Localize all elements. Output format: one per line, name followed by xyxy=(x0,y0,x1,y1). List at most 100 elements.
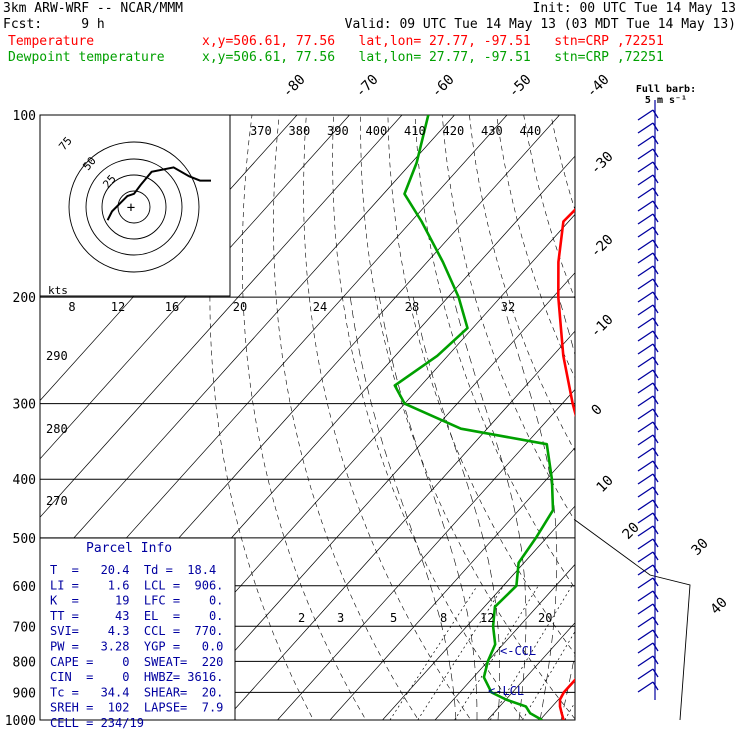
mixing-ratio-line xyxy=(417,585,504,720)
moist-adiabat xyxy=(350,297,457,720)
isotherm-label: -60 xyxy=(429,72,458,101)
hodograph-ring xyxy=(101,174,167,240)
hodograph-ring xyxy=(85,158,183,256)
pressure-label: 300 xyxy=(13,398,36,413)
mixing-ratio-label: 3 xyxy=(337,611,344,625)
mixing-ratio-label: 5 xyxy=(390,611,397,625)
isotherm-line xyxy=(40,115,455,577)
wind-barb xyxy=(637,616,654,628)
wind-barb xyxy=(637,187,654,199)
forecast-hour: Fcst: 9 h xyxy=(3,17,105,32)
wind-barb xyxy=(637,382,654,394)
wind-barb xyxy=(637,200,654,212)
dewpoint-legend-info: x,y=506.61, 77.56 lat,lon= 27.77, -97.51… xyxy=(202,50,664,65)
wind-barb xyxy=(637,590,654,602)
theta-label: 420 xyxy=(443,124,465,138)
dry-adiabat xyxy=(605,115,740,733)
barb-region-edge xyxy=(574,519,691,721)
wind-barb xyxy=(637,239,654,251)
wind-barb xyxy=(637,447,654,459)
sounding-traces xyxy=(393,115,575,720)
pressure-label: 700 xyxy=(13,620,36,635)
hodograph-ring xyxy=(117,190,151,224)
hodograph-units: kts xyxy=(48,284,68,297)
wind-barb xyxy=(637,148,654,160)
isotherm-line xyxy=(487,622,575,720)
isotherm-line xyxy=(224,330,575,720)
isotherm-label: 30 xyxy=(689,536,712,559)
wind-barb xyxy=(637,278,654,290)
valid-time: Valid: 09 UTC Tue 14 May 13 (03 MDT Tue … xyxy=(344,17,736,32)
mixing-ratio-label: 20 xyxy=(538,611,552,625)
theta-label: 410 xyxy=(404,124,426,138)
wind-barb xyxy=(637,174,654,186)
wind-barb xyxy=(637,343,654,355)
isotherm-line xyxy=(698,115,740,720)
isotherm-line xyxy=(40,115,350,460)
isotherm-line xyxy=(645,115,740,720)
moist-adiabat xyxy=(582,297,637,720)
mixing-ratio-line xyxy=(522,630,575,720)
mixing-ratio-label: 2 xyxy=(298,611,305,625)
wind-barb xyxy=(637,564,654,576)
wind-barb xyxy=(637,460,654,472)
wind-barb xyxy=(637,577,654,589)
wind-barb xyxy=(637,291,654,303)
ccl-annotation: <-CCL xyxy=(500,644,536,658)
temperature-legend-info: x,y=506.61, 77.56 lat,lon= 27.77, -97.51… xyxy=(202,34,664,49)
temperature-trace xyxy=(557,208,575,720)
wind-barb xyxy=(637,486,654,498)
dry-adiabat xyxy=(360,115,575,720)
isotherm-label: 40 xyxy=(708,595,731,618)
hodograph-axis-label: 12 xyxy=(111,300,125,314)
hodograph-axis-label: 16 xyxy=(165,300,179,314)
hodograph-axis-label: 8 xyxy=(68,300,75,314)
isotherm-label: -40 xyxy=(584,72,613,101)
hodograph-origin: + xyxy=(127,200,135,216)
wind-barb xyxy=(637,161,654,173)
mixing-ratio-label: 12 xyxy=(480,611,494,625)
dry-adiabat xyxy=(469,115,575,452)
isotherm-label: -80 xyxy=(280,72,309,101)
isotherm-line xyxy=(40,115,403,518)
parcel-info-row: T = 20.4 Td = 18.4 xyxy=(50,563,216,577)
isotherm-line xyxy=(277,388,575,720)
wind-barb xyxy=(637,213,654,225)
pressure-label: 500 xyxy=(13,532,36,547)
parcel-info-row: SREH = 102 LAPSE= 7.9 xyxy=(50,701,223,715)
isotherm-line xyxy=(329,447,575,720)
wind-barb xyxy=(637,499,654,511)
mixing-ratio-label: 8 xyxy=(440,611,447,625)
wind-barbs xyxy=(574,100,691,721)
isotherm-line xyxy=(172,272,575,720)
parcel-info-box: Parcel Info T = 20.4 Td = 18.4LI = 1.6 LC… xyxy=(39,537,236,730)
isotherm-label: -70 xyxy=(353,72,382,101)
wind-barb xyxy=(637,421,654,433)
theta-side-label: 290 xyxy=(46,349,68,363)
plot-border xyxy=(39,114,576,721)
wind-barb xyxy=(637,525,654,537)
wind-barb xyxy=(637,109,654,121)
pressure-label: 200 xyxy=(13,291,36,306)
isotherm-line xyxy=(382,505,575,720)
parcel-info-row: TT = 43 EL = 0. xyxy=(50,609,223,623)
wind-barb xyxy=(637,408,654,420)
wind-barb xyxy=(637,395,654,407)
isotherm-label: -20 xyxy=(588,232,617,261)
isotherm-label: 10 xyxy=(594,473,617,496)
wind-barb xyxy=(637,252,654,264)
dry-adiabat xyxy=(209,115,314,720)
hodograph-axis-label: 28 xyxy=(405,300,419,314)
parcel-info-row: SVI= 4.3 CCL = 770. xyxy=(50,624,223,638)
mixing-ratio-line xyxy=(564,701,575,720)
hodograph-axis-label: 20 xyxy=(233,300,247,314)
barb-legend-units: 5 m s⁻¹ xyxy=(645,95,687,106)
dry-adiabat xyxy=(660,115,740,733)
dewpoint-legend-label: Dewpoint temperature xyxy=(8,50,165,65)
pressure-label: 800 xyxy=(13,655,36,670)
dry-adiabat xyxy=(332,115,524,720)
dry-adiabat xyxy=(273,115,419,720)
theta-label: 380 xyxy=(289,124,311,138)
wind-barb xyxy=(637,330,654,342)
